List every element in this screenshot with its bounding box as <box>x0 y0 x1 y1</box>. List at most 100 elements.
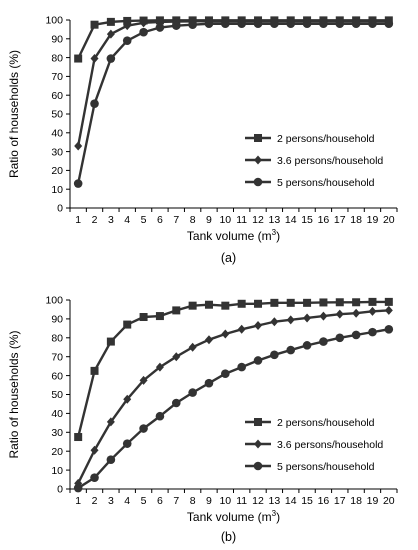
series-circle <box>73 324 394 493</box>
data-point <box>188 301 197 310</box>
x-tick-label: 10 <box>219 495 231 507</box>
x-axis-title-superscript: 3 <box>272 228 277 237</box>
data-point <box>335 333 345 343</box>
data-point <box>352 298 361 307</box>
data-point <box>254 321 263 331</box>
x-axis-title-main: Tank volume (m <box>187 510 272 524</box>
data-point <box>90 366 99 375</box>
legend-marker <box>254 439 262 449</box>
data-point <box>253 19 263 29</box>
data-point <box>155 23 165 32</box>
x-tick-label: 15 <box>301 214 313 226</box>
data-point <box>90 445 99 455</box>
y-tick-label: 0 <box>57 203 63 215</box>
data-point <box>106 17 115 26</box>
legend-label: 3.6 persons/household <box>277 155 383 167</box>
x-tick-label: 14 <box>285 214 297 226</box>
y-tick-label: 100 <box>45 15 63 27</box>
legend-marker <box>254 134 262 142</box>
data-point <box>106 29 115 39</box>
series-diamond <box>74 16 393 151</box>
x-tick-label: 18 <box>350 495 362 507</box>
data-point <box>302 19 312 29</box>
x-tick-label: 13 <box>269 214 281 226</box>
data-point <box>106 417 115 427</box>
data-point <box>270 317 279 327</box>
data-point <box>319 298 328 307</box>
data-point <box>221 329 230 339</box>
x-tick-label: 7 <box>173 214 179 226</box>
data-point <box>384 297 393 306</box>
data-point <box>319 337 328 346</box>
x-tick-label: 17 <box>334 495 346 507</box>
y-tick-label: 70 <box>51 71 63 83</box>
x-tick-label: 3 <box>108 214 114 226</box>
y-tick-label: 40 <box>51 128 63 140</box>
x-tick-label: 2 <box>92 495 98 507</box>
data-point <box>139 18 148 28</box>
y-tick-label: 80 <box>51 333 63 345</box>
y-tick-label: 10 <box>51 184 63 196</box>
data-point <box>123 16 132 25</box>
data-point <box>204 378 214 388</box>
data-point <box>237 324 246 334</box>
y-axis-title: Ratio of households (%) <box>7 50 21 178</box>
x-tick-label: 11 <box>236 495 247 507</box>
data-point <box>204 335 213 345</box>
y-tick-label: 10 <box>51 465 63 477</box>
data-point <box>221 19 230 29</box>
data-point <box>384 19 394 29</box>
panel-label: (a) <box>221 251 236 265</box>
legend-label: 3.6 persons/household <box>277 439 383 451</box>
data-point <box>237 362 246 372</box>
data-point <box>319 311 328 321</box>
series-square <box>74 297 393 442</box>
x-tick-label: 9 <box>206 495 212 507</box>
data-point <box>172 306 181 315</box>
data-point <box>106 455 116 465</box>
y-tick-label: 20 <box>51 165 63 177</box>
data-point <box>139 424 148 433</box>
data-point <box>286 345 296 355</box>
x-tick-label: 17 <box>334 214 346 226</box>
data-point <box>303 298 312 307</box>
data-point <box>139 375 148 385</box>
data-point <box>254 299 263 308</box>
data-point <box>368 19 377 29</box>
x-tick-label: 20 <box>383 214 395 226</box>
x-axis-title: Tank volume (m3) <box>187 228 280 243</box>
x-tick-label: 14 <box>285 495 297 507</box>
data-point <box>188 20 197 30</box>
data-point <box>237 299 246 308</box>
panel-label: (b) <box>221 530 236 544</box>
legend-label: 2 persons/household <box>277 133 375 145</box>
x-tick-label: 2 <box>92 214 98 226</box>
x-tick-label: 7 <box>173 495 179 507</box>
legend-marker <box>253 177 263 187</box>
x-tick-label: 12 <box>252 214 264 226</box>
data-point <box>73 179 83 188</box>
legend-label: 5 persons/household <box>277 177 375 189</box>
data-point <box>171 21 181 30</box>
data-point <box>319 19 328 29</box>
x-tick-label: 10 <box>219 214 231 226</box>
series-diamond <box>74 305 393 488</box>
y-tick-label: 20 <box>51 446 63 458</box>
x-axis-title-end: ) <box>276 229 280 243</box>
x-axis-title-main: Tank volume (m <box>187 229 272 243</box>
x-tick-label: 8 <box>190 214 196 226</box>
x-tick-label: 5 <box>141 495 147 507</box>
data-point <box>123 320 132 329</box>
x-axis-title: Tank volume (m3) <box>187 509 280 524</box>
data-point <box>270 350 279 360</box>
data-point <box>221 369 230 379</box>
y-tick-label: 80 <box>51 52 63 64</box>
data-point <box>368 306 377 316</box>
data-point <box>188 388 197 397</box>
data-point <box>155 411 165 421</box>
x-tick-label: 19 <box>367 495 379 507</box>
x-tick-label: 19 <box>367 214 379 226</box>
y-tick-label: 70 <box>51 351 63 363</box>
y-tick-label: 0 <box>57 484 63 496</box>
